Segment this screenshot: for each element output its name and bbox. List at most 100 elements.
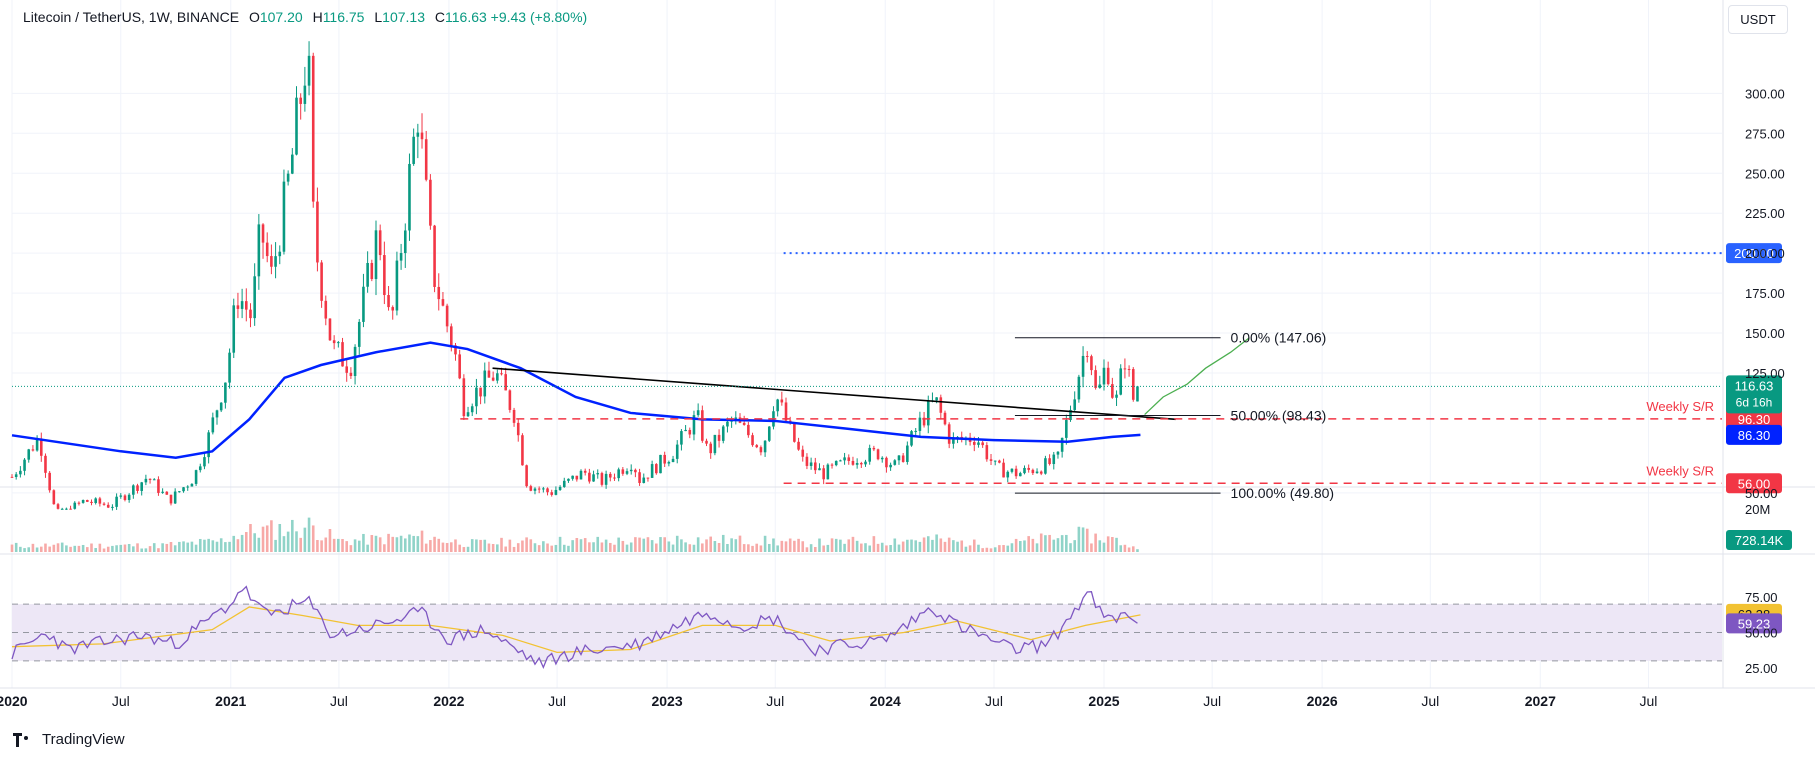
volume-bar <box>705 539 708 552</box>
candle-body <box>374 230 378 280</box>
candle-body <box>337 342 340 344</box>
price-tick-label: 125.00 <box>1745 366 1785 381</box>
candle-body <box>140 482 143 491</box>
volume-bar <box>926 536 930 552</box>
volume-bar <box>178 541 181 552</box>
candle-body <box>1106 367 1110 385</box>
volume-bar <box>956 541 959 552</box>
candle-body <box>1115 394 1118 398</box>
volume-bar <box>885 545 888 552</box>
candle-body <box>521 435 524 466</box>
volume-bar <box>1039 533 1043 552</box>
volume-bar <box>897 544 901 552</box>
candle-body <box>680 431 683 445</box>
candle-body <box>391 307 395 311</box>
volume-bar <box>910 539 913 552</box>
volume-bar <box>675 535 679 552</box>
candle-body <box>219 402 223 411</box>
candle-body <box>94 498 97 503</box>
candle-body <box>588 472 591 482</box>
volume-bar <box>303 527 307 552</box>
candle-body <box>546 488 549 493</box>
candle-body <box>596 473 600 475</box>
volume-bar <box>977 544 980 552</box>
candle-body <box>759 447 763 453</box>
price-tick-label: 275.00 <box>1745 126 1785 141</box>
target-price-tag <box>1726 243 1782 264</box>
candle-body <box>784 402 788 421</box>
volume-bar <box>964 546 968 552</box>
volume-bar <box>742 544 746 552</box>
volume-bar <box>115 545 118 552</box>
time-tick-label: Jul <box>766 693 784 709</box>
volume-bar <box>701 543 704 552</box>
candle-body <box>27 449 31 460</box>
volume-bar <box>136 543 139 552</box>
volume-bar <box>993 547 997 552</box>
price-tick-label: 150.00 <box>1745 326 1785 341</box>
volume-bar <box>1056 538 1060 552</box>
candle-body <box>1039 471 1043 474</box>
volume-bar <box>466 546 470 552</box>
candle-body <box>186 486 190 488</box>
candle-body <box>1056 451 1060 455</box>
candle-body <box>1027 467 1030 470</box>
candle-body <box>592 474 595 482</box>
volume-bar <box>504 546 507 552</box>
volume-bar <box>73 545 77 552</box>
volume-bar <box>805 547 809 552</box>
volume-bar <box>952 540 955 552</box>
rsi-ma-line <box>11 606 1141 654</box>
candle-body <box>190 483 194 487</box>
volume-bar <box>56 543 60 552</box>
candle-body <box>31 449 35 451</box>
volume-bar <box>462 547 466 552</box>
last-price-label: 116.63 <box>1735 378 1774 393</box>
volume-bar <box>1010 543 1014 552</box>
volume-bar <box>429 540 432 552</box>
candle-body <box>127 494 131 500</box>
volume-bar <box>529 539 533 552</box>
volume-bar <box>814 546 817 552</box>
candle-body <box>533 488 537 491</box>
tradingview-brand[interactable]: TradingView <box>13 731 125 748</box>
volume-bar <box>516 543 520 552</box>
volume-bar <box>646 537 650 552</box>
volume-bar <box>1044 535 1047 552</box>
candle-body <box>1023 467 1026 474</box>
volume-bar <box>479 539 482 552</box>
volume-bar <box>617 537 620 552</box>
candle-body <box>1010 468 1014 472</box>
volume-bar <box>500 537 503 552</box>
candle-body <box>512 409 516 423</box>
candle-body <box>542 488 545 490</box>
candle-body <box>1052 454 1056 465</box>
candle-body <box>249 309 252 319</box>
volume-bar <box>378 537 382 552</box>
support-price-tag <box>1726 473 1782 494</box>
volume-bar <box>1006 545 1010 552</box>
volume-bar <box>399 535 403 552</box>
volume-bar <box>730 538 733 552</box>
candle-body <box>713 434 717 454</box>
volume-bar <box>680 539 683 552</box>
candle-body <box>182 487 185 492</box>
candle-body <box>441 299 445 306</box>
volume-bar <box>383 544 386 552</box>
candle-body <box>864 461 867 465</box>
currency-button[interactable]: USDT <box>1728 5 1788 34</box>
volume-bar <box>190 541 194 552</box>
volume-bar <box>621 540 625 552</box>
volume-bar <box>642 538 646 552</box>
candle-body <box>876 449 880 460</box>
candle-body <box>910 431 913 446</box>
candle-body <box>663 454 666 464</box>
candle-body <box>14 474 18 477</box>
candle-body <box>399 253 403 261</box>
volume-bar <box>747 544 750 552</box>
candle-body <box>847 457 851 461</box>
volume-bar <box>872 536 876 552</box>
volume-bar <box>261 526 265 552</box>
time-tick-label: 2024 <box>870 693 901 709</box>
